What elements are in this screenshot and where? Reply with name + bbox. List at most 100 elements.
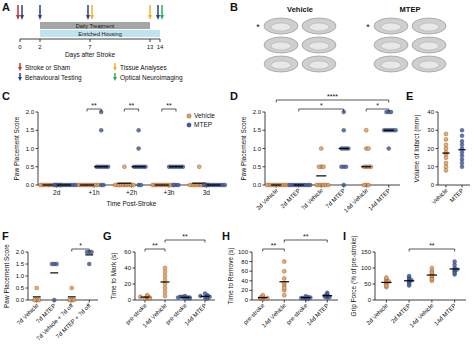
data-point: [460, 134, 464, 138]
bar-label: Enriched Housing: [78, 31, 121, 37]
tick-label: 0: [18, 44, 22, 50]
y-tick: [436, 148, 439, 149]
brain-slice: [302, 18, 336, 34]
sig-bracket: [409, 249, 455, 252]
brain-inner: [381, 23, 401, 31]
data-point: [444, 143, 448, 147]
panel: H020406080100Time to Remove (s)pre-strok…: [222, 230, 338, 329]
x-tick: [284, 300, 285, 303]
data-point: [176, 183, 180, 187]
sig-label: *: [320, 102, 323, 109]
sig-label: **: [152, 242, 158, 249]
data-point: [430, 271, 434, 275]
data-point: [308, 183, 312, 187]
tick-label: +3h: [163, 189, 174, 196]
tick-label: 0: [245, 297, 249, 303]
y-tick: [373, 268, 376, 269]
sig-label: ****: [327, 93, 338, 100]
brain-slice: [374, 18, 408, 34]
tick-label: 10: [427, 164, 434, 170]
tick-label: 20: [427, 146, 434, 152]
panel: F0.00.51.01.52.0Paw Placement Score7d Ve…: [2, 230, 98, 342]
plot-area: [442, 128, 465, 172]
y-tick: [133, 300, 136, 301]
data-point: [197, 165, 201, 169]
tick-label: 60: [124, 249, 131, 255]
sig-bracket: [263, 249, 285, 252]
tick-label: 14d MTEP: [367, 187, 391, 211]
plot-area: [258, 260, 332, 301]
event-arrow: [87, 5, 89, 16]
event-arrow: [157, 5, 159, 16]
data-point: [223, 183, 227, 187]
data-point: [55, 262, 59, 266]
data-point: [73, 183, 77, 187]
data-point: [444, 132, 448, 136]
brain-inner: [309, 23, 329, 31]
data-point: [70, 286, 74, 290]
timeline-bar: [40, 30, 160, 37]
data-point: [387, 147, 391, 151]
x-tick: [454, 300, 455, 303]
tick-label: 7: [88, 44, 92, 50]
tick-label: 30: [427, 127, 434, 133]
y-tick: [263, 166, 266, 167]
legend-marker: [187, 123, 191, 127]
data-point: [163, 266, 167, 270]
legend-label: MTEP: [194, 121, 212, 128]
mean-line: [294, 184, 304, 185]
panel: I050100150Grip Force (% of pre-stroke)2d…: [343, 230, 466, 329]
brain-slice: [302, 56, 336, 72]
data-point: [87, 262, 91, 266]
panel-letter: F: [2, 230, 9, 242]
sig-label: **: [91, 102, 97, 109]
tick-label: 14d MTEP: [306, 302, 330, 326]
tick-label: 0: [368, 297, 372, 303]
panel-letter: H: [222, 230, 230, 242]
arrow-head: [18, 77, 22, 81]
axis-label: Volume of Infarct (mm³): [413, 115, 421, 183]
tick-label: 0.5: [16, 285, 25, 291]
data-point: [137, 147, 141, 151]
brain-inner: [381, 42, 401, 50]
arrow-head: [20, 15, 24, 20]
data-point: [163, 294, 167, 298]
mean-line: [384, 130, 394, 131]
y-tick: [436, 130, 439, 131]
data-point: [172, 183, 176, 187]
tick: [150, 39, 151, 42]
data-point: [171, 183, 175, 187]
y-axis: [375, 252, 376, 300]
arrow-head: [113, 67, 117, 71]
y-tick: [250, 261, 253, 262]
y-tick: [263, 112, 266, 113]
tick-label: 0.0: [26, 182, 35, 188]
image-label: MTEP: [400, 5, 421, 14]
axis-label: Time to Mark (s): [110, 252, 118, 299]
data-point: [85, 250, 89, 254]
tick-label: 14d Vehicle: [343, 187, 370, 214]
tick-label: 14d Vehicle: [142, 302, 169, 329]
data-point: [37, 298, 41, 302]
data-point: [122, 165, 126, 169]
mean-line: [301, 297, 311, 298]
mean-line: [33, 296, 41, 297]
panel: D0.00.51.01.52.0Paw Placement Score2d Ve…: [230, 90, 400, 214]
data-point: [460, 150, 464, 154]
brain-inner: [419, 42, 439, 50]
y-tick: [250, 290, 253, 291]
data-point: [188, 183, 192, 187]
data-point: [407, 282, 411, 286]
mean-line: [404, 280, 414, 281]
mean-line: [161, 281, 170, 282]
data-point: [444, 165, 448, 169]
y-tick: [133, 252, 136, 253]
y-axis: [135, 252, 136, 300]
mean-line: [169, 166, 183, 167]
brain-inner: [309, 42, 329, 50]
tick-label: +1h: [89, 189, 100, 196]
sig-bracket: [165, 240, 205, 243]
data-point: [407, 274, 411, 278]
brain-slice: [264, 18, 298, 34]
tick-label: 14d MTEP: [433, 302, 457, 326]
